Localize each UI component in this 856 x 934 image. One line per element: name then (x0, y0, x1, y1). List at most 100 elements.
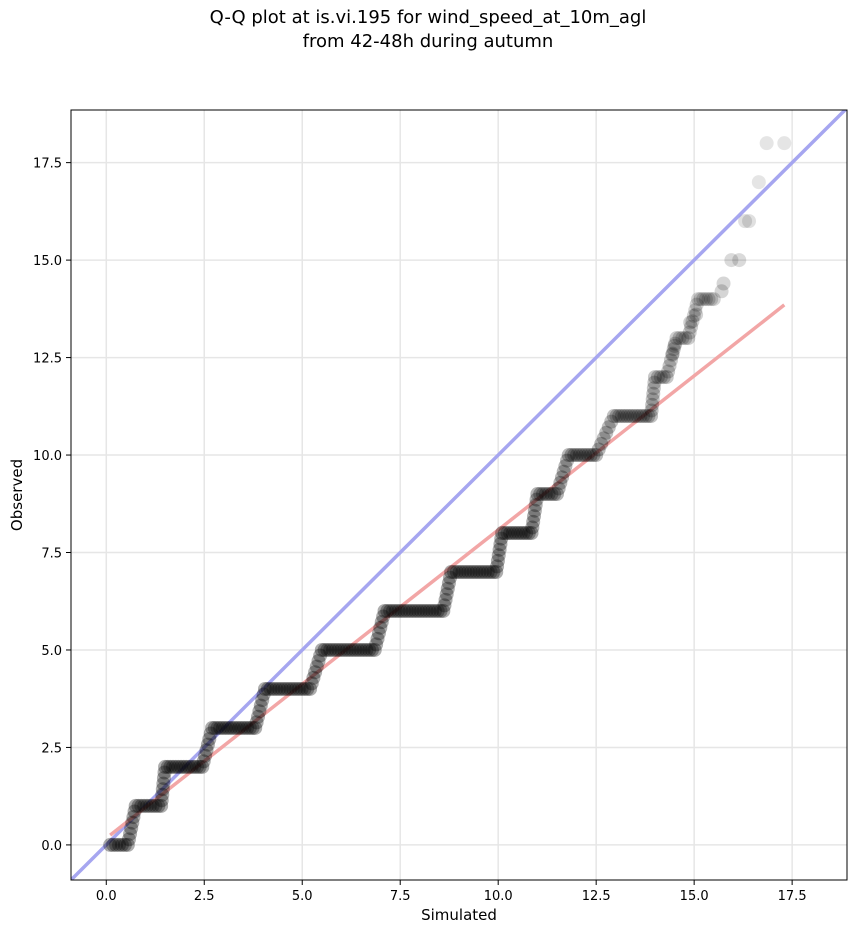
quantile-point (317, 642, 332, 657)
quantile-point (174, 759, 189, 774)
quantile-point (328, 642, 343, 657)
quantile-point (189, 759, 204, 774)
quantile-point (675, 331, 690, 346)
quantile-point (226, 720, 241, 735)
quantile-point (258, 681, 272, 696)
quantile-point (348, 642, 363, 657)
fit-line (109, 303, 786, 837)
quantile-point (306, 670, 321, 685)
quantile-point (260, 681, 275, 696)
quantile-point (599, 425, 614, 440)
quantile-point (698, 292, 713, 307)
y-tick-label: 10.0 (33, 449, 62, 464)
quantile-point (645, 392, 660, 407)
quantile-point (103, 837, 118, 852)
quantile-point (334, 642, 349, 657)
quantile-point (688, 303, 703, 318)
quantile-point (256, 687, 271, 702)
quantile-point (535, 487, 550, 502)
quantile-point (196, 754, 211, 769)
quantile-point (274, 681, 289, 696)
quantile-point (436, 603, 451, 618)
quantile-point (596, 431, 611, 446)
quantile-point (266, 681, 281, 696)
tail-point (714, 284, 729, 299)
x-tick-label: 17.5 (778, 889, 807, 904)
quantile-point (644, 409, 659, 424)
quantile-point (142, 798, 157, 813)
quantile-point (263, 681, 278, 696)
quantile-point (444, 565, 459, 579)
quantile-point (251, 709, 266, 724)
quantile-point (438, 592, 453, 607)
quantile-point (112, 837, 127, 852)
quantile-point (575, 448, 590, 463)
quantile-point (359, 642, 374, 657)
y-tick-label: 15.0 (33, 254, 62, 269)
quantile-point (339, 642, 354, 657)
quantile-point (439, 587, 454, 602)
quantile-point (342, 642, 357, 657)
quantile-point (604, 414, 619, 429)
quantile-point (668, 336, 683, 351)
quantile-point (377, 603, 392, 618)
quantile-point (572, 448, 587, 463)
quantile-point (497, 526, 512, 541)
tail-point (667, 338, 682, 353)
quantile-point (124, 821, 139, 836)
quantile-point (480, 565, 495, 579)
quantile-point (601, 420, 616, 435)
tail-point (683, 315, 698, 330)
quantile-point (684, 319, 699, 334)
quantile-point (168, 759, 183, 774)
quantile-point (446, 565, 461, 579)
tail-point (665, 346, 680, 361)
quantile-point (325, 642, 340, 657)
quantile-point (490, 553, 505, 568)
tail-point (751, 175, 766, 190)
x-tick-label: 10.0 (484, 889, 513, 904)
quantile-point (422, 603, 437, 618)
quantile-point (463, 565, 478, 579)
quantile-point (646, 381, 661, 396)
quantile-point (440, 581, 455, 596)
quantile-point (662, 358, 677, 373)
quantile-point (591, 442, 606, 457)
quantile-point (283, 681, 298, 696)
quantile-point (367, 642, 382, 657)
quantile-point (558, 459, 573, 474)
quantile-point (126, 810, 141, 825)
quantile-point (369, 637, 384, 652)
quantile-point (494, 531, 509, 546)
quantile-point (218, 720, 233, 735)
quantile-point (300, 681, 315, 696)
quantile-point (373, 620, 388, 635)
x-tick-label: 7.5 (390, 889, 411, 904)
tail-point (777, 136, 792, 151)
quantile-point (181, 759, 196, 774)
quantile-point (544, 487, 559, 502)
quantile-point (210, 720, 225, 735)
quantile-point (519, 526, 534, 541)
quantile-point (492, 542, 507, 557)
quantile-point (166, 759, 181, 774)
quantile-point (636, 409, 651, 424)
quantile-point (399, 603, 414, 618)
quantile-point (612, 409, 627, 424)
quantile-point (686, 308, 701, 323)
quantile-point (682, 325, 697, 340)
quantile-point (137, 798, 152, 813)
quantile-point (466, 565, 481, 579)
quantile-point (179, 759, 194, 774)
quantile-point (128, 798, 143, 813)
quantile-point (286, 681, 301, 696)
quantile-point (221, 720, 236, 735)
quantile-point (252, 704, 267, 719)
quantile-point (370, 631, 385, 646)
x-tick-label: 12.5 (582, 889, 611, 904)
quantile-point (678, 331, 693, 346)
quantile-point (433, 603, 448, 618)
y-tick-label: 0.0 (41, 839, 62, 854)
quantile-point (449, 565, 464, 579)
quantile-point (304, 676, 319, 691)
